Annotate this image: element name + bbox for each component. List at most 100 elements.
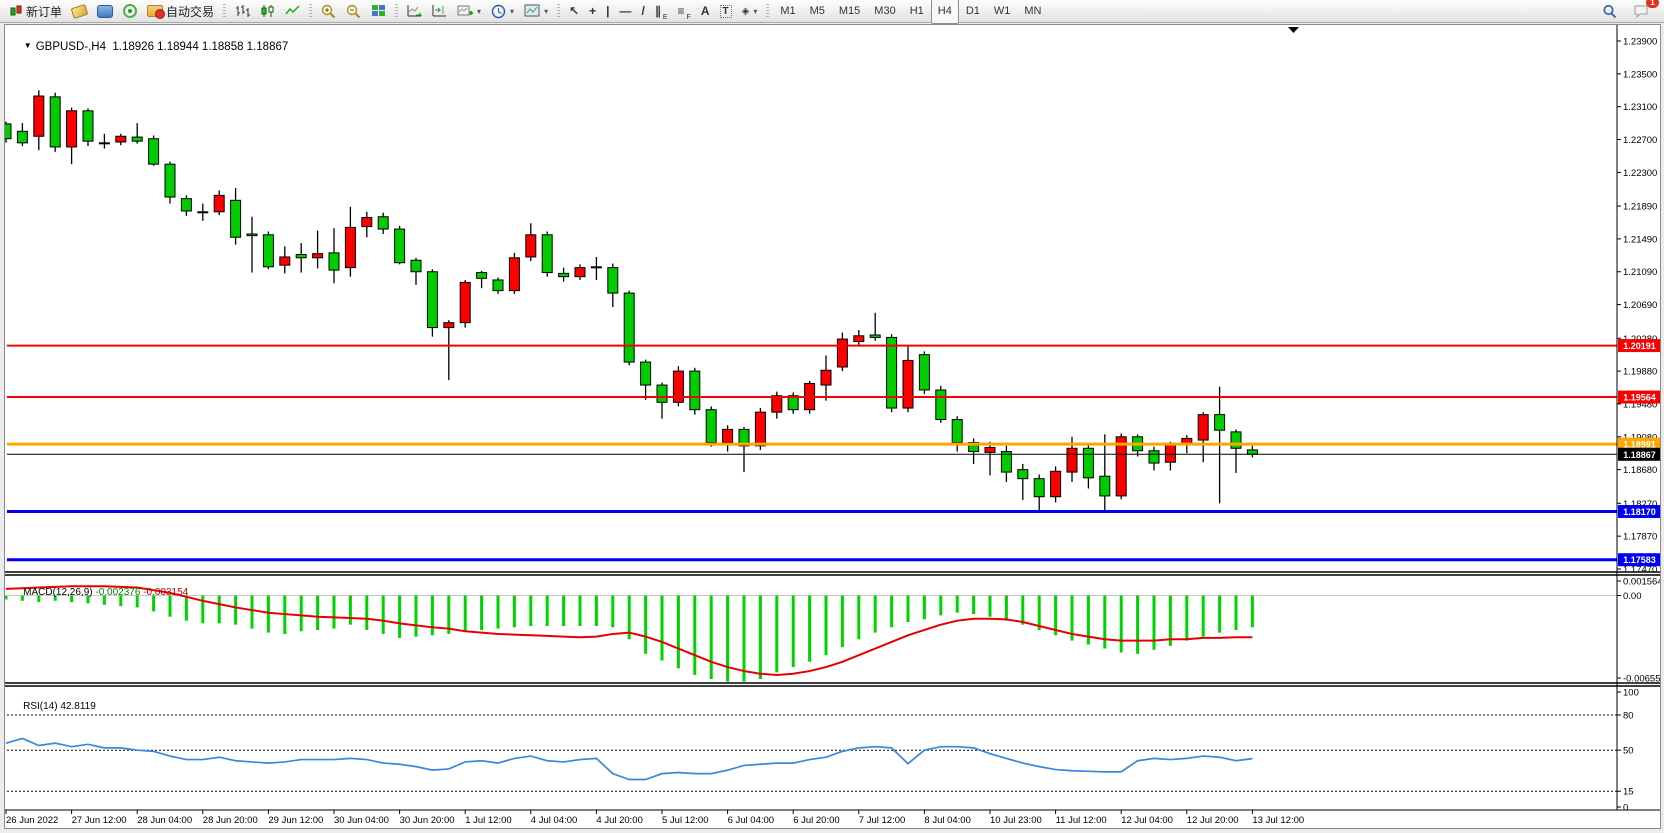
timeframe-group: M1 M5 M15 M30 H1 H4 D1 W1 MN xyxy=(773,0,1048,24)
price-axis-label: 1.22700 xyxy=(1623,135,1657,146)
auto-scroll-icon xyxy=(407,5,423,17)
arrows-icon: ◈ xyxy=(741,5,750,17)
arrows-button[interactable]: ◈ ▾ xyxy=(737,0,763,22)
candle xyxy=(869,334,881,338)
period-button[interactable]: ▾ xyxy=(486,0,519,22)
timeframe-button-M5[interactable]: M5 xyxy=(809,5,825,17)
new-chart-button[interactable]: ▾ xyxy=(452,0,486,22)
clock-icon xyxy=(491,4,506,18)
candle xyxy=(66,110,78,148)
auto-trading-button[interactable]: 自动交易 xyxy=(142,0,219,22)
zoom-in-button[interactable] xyxy=(316,0,341,22)
price-tag-label: 1.18170 xyxy=(1623,507,1656,517)
time-axis-label: 30 Jun 20:00 xyxy=(400,815,455,826)
gold-bar-icon xyxy=(70,3,89,19)
candle xyxy=(344,226,356,269)
horizontal-line-button[interactable]: — xyxy=(615,0,637,22)
text-label-button[interactable]: T xyxy=(715,0,737,22)
candle xyxy=(607,267,619,294)
rsi-scale-label: 50 xyxy=(1623,746,1634,757)
symbol-line: ▼ GBPUSD-,H4 1.18926 1.18944 1.18858 1.18… xyxy=(11,29,288,65)
candle xyxy=(443,322,455,329)
price-axis-label: 1.21890 xyxy=(1623,202,1657,213)
zoom-in-icon xyxy=(321,4,336,18)
toolbar-right-group: 1 xyxy=(1597,0,1659,22)
chat-button[interactable]: 1 xyxy=(1628,0,1659,22)
candle xyxy=(935,389,947,421)
template-icon xyxy=(524,4,540,17)
candle xyxy=(541,234,553,274)
candle xyxy=(984,446,996,453)
timeframe-button-W1[interactable]: W1 xyxy=(993,5,1011,17)
trendline-icon: / xyxy=(641,4,645,18)
timeframe-button-M15[interactable]: M15 xyxy=(838,5,861,17)
dropdown-caret: ▾ xyxy=(753,6,758,16)
timeframe-button-M30[interactable]: M30 xyxy=(874,5,896,17)
candle xyxy=(213,194,225,213)
price-axis-label: 1.19480 xyxy=(1623,399,1657,410)
terminal-button[interactable] xyxy=(92,0,118,22)
zoom-out-icon xyxy=(346,4,361,18)
channel-button[interactable]: ∥ E xyxy=(650,0,673,22)
vertical-line-icon: | xyxy=(606,4,610,18)
symbol-label: GBPUSD-,H4 xyxy=(35,41,106,53)
market-watch-button[interactable] xyxy=(67,0,92,22)
timeframe-button-D1[interactable]: D1 xyxy=(965,5,980,17)
price-axis-label: 1.17870 xyxy=(1623,532,1657,543)
candle xyxy=(1050,470,1062,498)
trendline-button[interactable]: / xyxy=(637,0,650,22)
fibonacci-button[interactable]: ≡ F xyxy=(673,0,696,22)
candle xyxy=(230,199,242,238)
candle xyxy=(262,234,274,268)
price-tag xyxy=(1618,339,1661,353)
macd-scale-label: 0.00 xyxy=(1623,591,1642,602)
candle xyxy=(148,138,160,165)
chat-icon xyxy=(1634,5,1648,18)
tile-windows-icon xyxy=(372,5,386,16)
text-button[interactable]: A xyxy=(696,0,715,22)
search-button[interactable] xyxy=(1597,0,1622,22)
time-axis-label: 12 Jul 04:00 xyxy=(1121,815,1173,826)
timeframe-button-H4[interactable]: H4 xyxy=(930,0,959,24)
time-axis-label: 10 Jul 23:00 xyxy=(990,815,1042,826)
new-order-label: 新订单 xyxy=(26,4,63,19)
time-axis-label: 28 Jun 04:00 xyxy=(137,815,192,826)
time-axis-label: 30 Jun 04:00 xyxy=(334,815,389,826)
candle xyxy=(754,411,766,447)
vertical-line-button[interactable]: | xyxy=(601,0,614,22)
line-chart-button[interactable] xyxy=(280,0,305,22)
time-axis-label: 6 Jul 20:00 xyxy=(793,815,839,826)
time-axis-label: 29 Jun 12:00 xyxy=(268,815,323,826)
candle xyxy=(1082,447,1094,479)
signal-button[interactable] xyxy=(118,0,142,22)
price-tag xyxy=(1618,447,1661,461)
templates-button[interactable]: ▾ xyxy=(519,0,553,22)
main-toolbar: 新订单 自动交易 ▾ ▾ ▾ ↖ + xyxy=(0,0,1664,24)
chart-shift-button[interactable] xyxy=(427,0,452,22)
auto-scroll-button[interactable] xyxy=(402,0,427,22)
macd-name: MACD(12,26,9) xyxy=(23,587,93,598)
crosshair-icon: + xyxy=(589,4,597,18)
cursor-button[interactable]: ↖ xyxy=(564,0,584,22)
text-icon: A xyxy=(700,4,710,18)
auto-trading-icon xyxy=(147,5,166,19)
candle xyxy=(640,361,652,386)
candlestick-chart-button[interactable] xyxy=(255,0,280,22)
timeframe-button-M1[interactable]: M1 xyxy=(780,5,796,17)
chart-shift-marker-icon[interactable] xyxy=(1288,27,1299,33)
candle xyxy=(377,216,389,230)
candle xyxy=(82,110,94,142)
new-order-button[interactable]: 新订单 xyxy=(4,0,67,22)
candle xyxy=(1230,431,1242,449)
candle xyxy=(164,163,176,198)
timeframe-button-MN[interactable]: MN xyxy=(1024,5,1042,17)
chart-canvas[interactable]: 1.23900 1.23500 1.23100 1.22700 1.22300 1.218… xyxy=(0,25,1664,828)
crosshair-button[interactable]: + xyxy=(584,0,601,22)
bar-chart-button[interactable] xyxy=(230,0,255,22)
timeframe-button-H1[interactable]: H1 xyxy=(909,5,924,17)
bar-chart-icon xyxy=(236,5,251,17)
price-tag-label: 1.18991 xyxy=(1623,440,1656,450)
tile-windows-button[interactable] xyxy=(366,0,391,22)
symbol-dropdown-icon[interactable]: ▼ xyxy=(23,41,32,50)
zoom-out-button[interactable] xyxy=(341,0,366,22)
